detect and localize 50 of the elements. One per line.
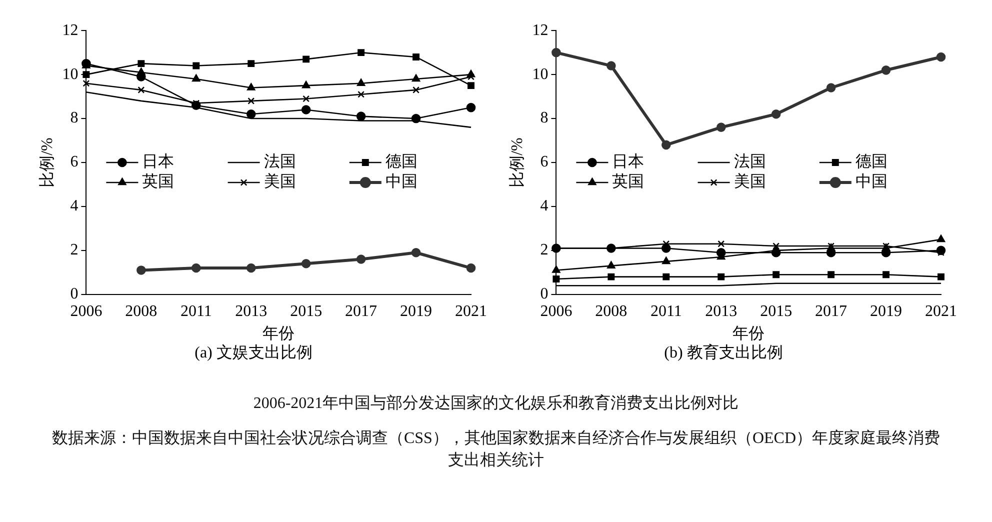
x-tick-label: 2015	[290, 303, 322, 320]
y-tick-label: 10	[62, 66, 78, 83]
y-tick-label: 0	[70, 286, 78, 303]
x-tick-label: 2015	[760, 303, 792, 320]
x-tick-label: 2019	[400, 303, 432, 320]
y-tick-label: 6	[540, 154, 548, 171]
y-tick-label: 8	[70, 110, 78, 127]
legend-label: 德国	[385, 154, 418, 171]
y-axis-title: 比例/%	[508, 138, 526, 188]
legend-label: 中国	[855, 172, 888, 191]
y-tick-label: 2	[540, 242, 548, 259]
y-tick-label: 12	[532, 22, 548, 39]
legend-label: 法国	[734, 152, 766, 171]
y-tick-label: 6	[70, 154, 78, 171]
x-tick-label: 2013	[705, 303, 738, 320]
x-tick-label: 2017	[815, 303, 848, 320]
y-tick-label: 2	[70, 242, 78, 259]
legend-label: 日本	[612, 152, 644, 171]
legend-label: 美国	[264, 172, 296, 191]
legend-label: 美国	[734, 172, 766, 191]
x-tick-label: 2006	[70, 303, 102, 320]
x-axis-title: 年份	[262, 325, 295, 342]
y-tick-label: 0	[540, 286, 548, 303]
source-note: 数据来源：中国数据来自中国社会状况综合调查（CSS），其他国家数据来自经济合作与发展组织（OECD）年度家庭最终消费支出相关统计	[51, 428, 941, 471]
text: (a) 文娱支出比例	[194, 344, 312, 362]
y-tick-label: 4	[70, 198, 78, 215]
x-tick-label: 2006	[540, 303, 572, 320]
y-tick-label: 12	[62, 22, 78, 39]
x-axis-title: 年份	[732, 325, 765, 342]
x-tick-label: 2011	[180, 303, 212, 320]
x-tick-label: 2008	[595, 303, 628, 320]
y-tick-label: 4	[540, 198, 548, 215]
x-tick-label: 2021	[455, 303, 487, 320]
legend-label: 日本	[142, 152, 174, 171]
x-tick-label: 2017	[345, 303, 378, 320]
text: 2006-2021年中国与部分发达国家的文化娱乐和教育消费支出比例对比	[252, 393, 740, 414]
y-tick-label: 8	[540, 110, 548, 127]
text: (b) 教育支出比例	[664, 344, 783, 362]
legend-label: 法国	[264, 152, 296, 171]
x-tick-label: 2008	[125, 303, 158, 320]
y-axis-title: 比例/%	[38, 138, 56, 188]
x-tick-label: 2011	[650, 303, 682, 320]
legend-label: 英国	[142, 172, 174, 191]
y-tick-label: 10	[532, 66, 548, 83]
legend-label: 德国	[855, 154, 888, 171]
x-tick-label: 2019	[870, 303, 902, 320]
legend-label: 中国	[385, 172, 418, 191]
legend-label: 英国	[612, 172, 644, 191]
x-tick-label: 2021	[925, 303, 957, 320]
x-tick-label: 2013	[235, 303, 268, 320]
